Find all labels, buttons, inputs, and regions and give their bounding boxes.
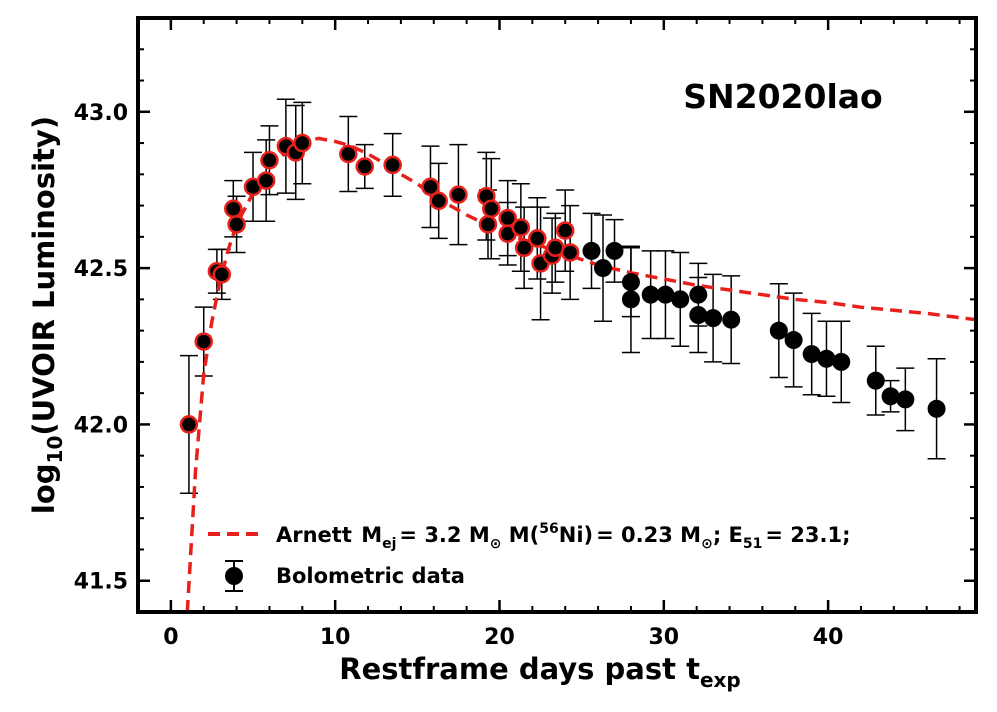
data-point-fitted (429, 191, 448, 211)
plot-frame (136, 16, 978, 614)
data-points-layer (179, 98, 977, 613)
data-point-fitted (339, 144, 358, 164)
data-point (817, 349, 836, 368)
y-axis-label: log10(UVOIR Luminosity) (27, 116, 67, 514)
y-tick-label: 41.5 (74, 570, 128, 595)
data-point (927, 399, 946, 418)
data-point (621, 273, 640, 292)
y-tick-label: 43.0 (74, 101, 128, 126)
legend-data-marker (225, 567, 243, 585)
data-point (689, 285, 708, 304)
data-point-fitted (511, 218, 531, 237)
data-point-fitted (555, 221, 575, 240)
data-point (881, 387, 900, 406)
data-point-fitted (227, 215, 246, 234)
data-point (769, 321, 788, 340)
data-point-fitted (421, 177, 440, 197)
data-point-fitted (383, 155, 402, 175)
data-point-fitted (212, 265, 232, 284)
data-point (689, 306, 708, 324)
x-tick-label: 20 (484, 625, 515, 650)
x-tick-label: 40 (813, 625, 844, 650)
data-point (594, 259, 613, 278)
data-point-fitted (194, 332, 213, 351)
chart-annotation-title: SN2020lao (683, 77, 882, 116)
data-point-fitted (355, 157, 375, 176)
data-point-fitted (449, 185, 468, 204)
data-point (641, 285, 660, 304)
data-point (832, 352, 851, 371)
data-point-fitted (224, 199, 243, 218)
data-point (896, 390, 915, 409)
data-point-fitted (179, 415, 199, 434)
data-point-fitted (260, 150, 279, 170)
data-point-fitted (528, 229, 547, 248)
data-point-fitted (293, 133, 312, 153)
data-point (866, 371, 885, 390)
data-point-fitted (514, 238, 534, 258)
x-tick-label: 30 (648, 625, 679, 650)
data-point (671, 290, 690, 309)
data-point (582, 241, 601, 260)
legend-model-label: Arnett Mej = 3.2 M⊙ M(56Ni) = 0.23 M⊙; E51… (276, 521, 851, 552)
data-point-fitted (478, 215, 498, 234)
data-point (605, 241, 624, 260)
data-point-fitted (256, 171, 276, 190)
data-point-fitted (482, 199, 501, 218)
data-point (722, 310, 741, 329)
axis-ticks: 0 10 20 30 40 41.5 42.0 42.5 43.0 (74, 17, 976, 650)
y-tick-label: 42.0 (74, 413, 128, 438)
data-point-fitted (560, 243, 580, 262)
legend-data-label: Bolometric data (276, 564, 465, 588)
data-point (802, 345, 821, 364)
y-tick-label: 42.5 (74, 257, 128, 282)
data-point (621, 290, 640, 309)
data-point (656, 285, 675, 304)
legend: Arnett Mej = 3.2 M⊙ M(56Ni) = 0.23 M⊙; E51… (208, 521, 851, 592)
x-tick-label: 0 (163, 625, 178, 650)
x-tick-label: 10 (320, 625, 351, 650)
data-point (784, 331, 803, 350)
data-point (704, 309, 723, 328)
x-axis-label: Restframe days past texp (339, 652, 740, 692)
